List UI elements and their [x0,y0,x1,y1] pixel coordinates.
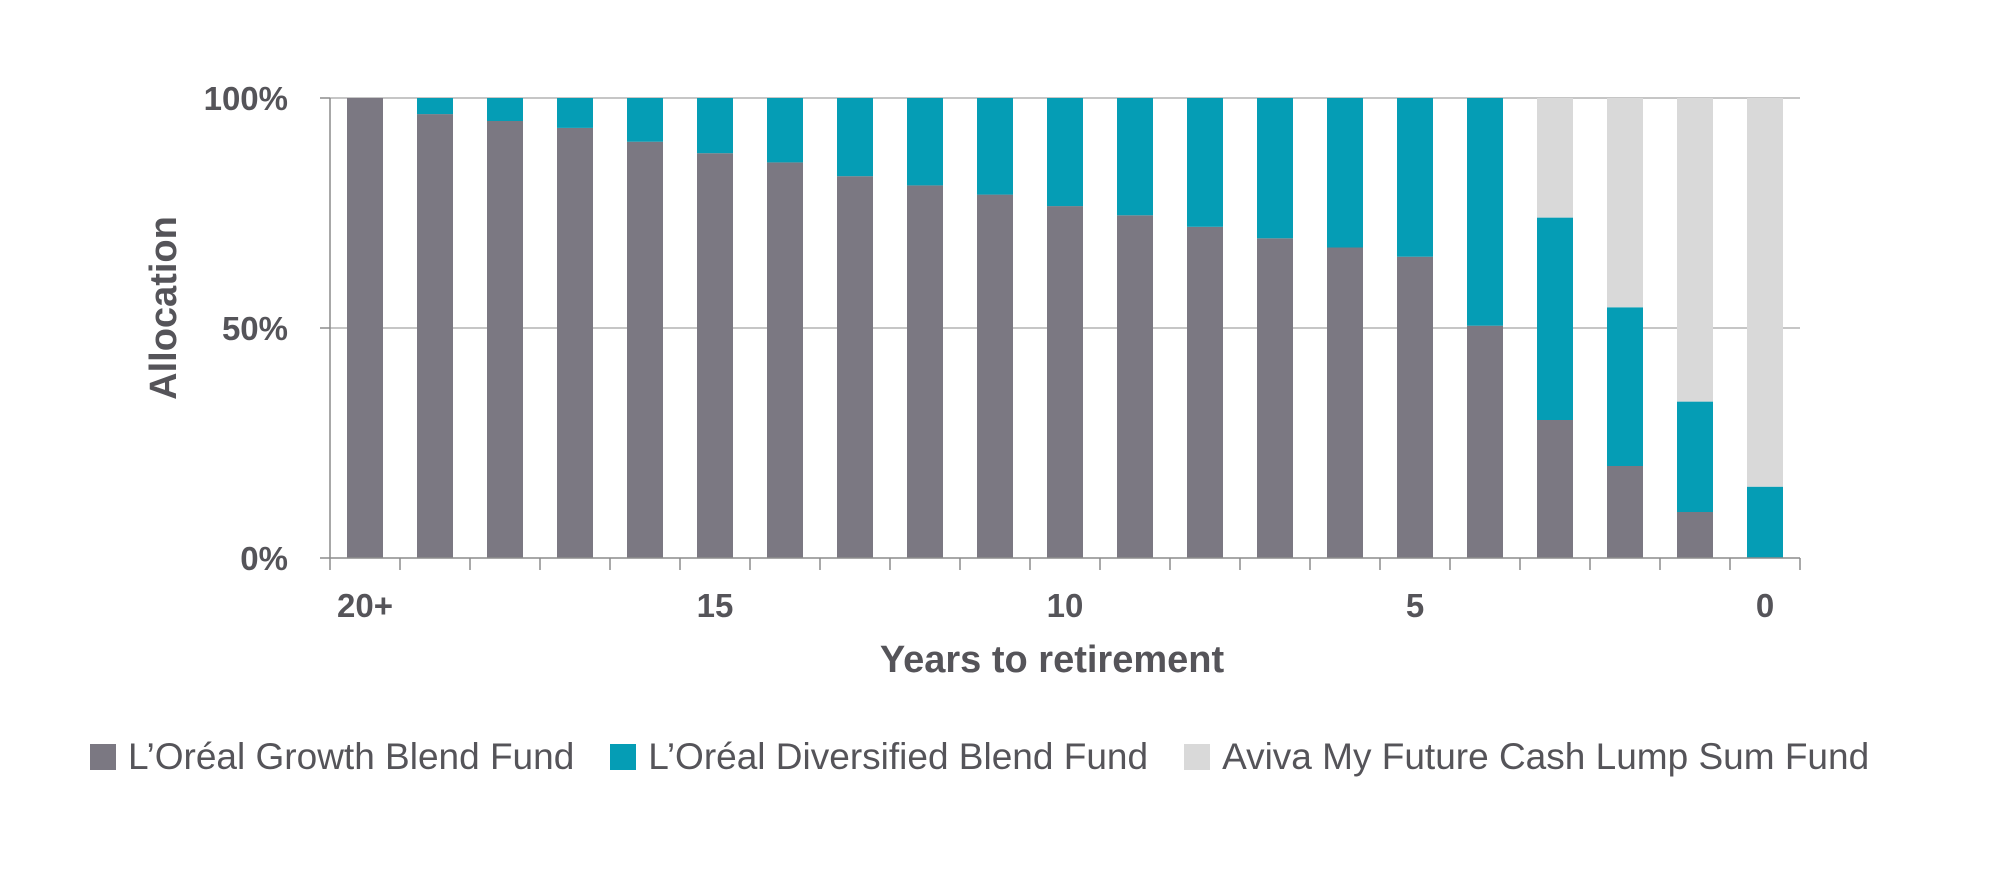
bar-segment [1677,98,1713,402]
bar-segment [837,98,873,177]
legend: L’Oréal Growth Blend Fund L’Oréal Diversi… [90,736,1905,778]
bar-segment [347,98,383,558]
bar-segment [977,194,1013,558]
legend-item: L’Oréal Growth Blend Fund [90,736,574,778]
y-tick-label: 50% [222,310,288,347]
bar-segment [557,98,593,128]
bar-segment [907,98,943,186]
legend-item: Aviva My Future Cash Lump Sum Fund [1184,736,1869,778]
bar-segment [1397,256,1433,558]
bar-segment [487,121,523,558]
bar-segment [557,127,593,559]
legend-swatch [90,744,116,770]
bar-segment [1117,98,1153,216]
bar-segment [417,114,453,558]
bar-segment [1747,98,1783,487]
legend-label: Aviva My Future Cash Lump Sum Fund [1222,736,1870,777]
bar-segment [907,185,943,558]
bar-segment [1607,98,1643,308]
bar-segment [1047,206,1083,558]
bar-segment [1397,98,1433,257]
bar-segment [1047,98,1083,207]
bar-segment [1537,98,1573,218]
bar-segment [1537,217,1573,420]
x-tick-label: 10 [1047,587,1084,624]
x-axis-title: Years to retirement [880,639,1225,681]
bar-segment [1187,98,1223,227]
bar-segment [1747,486,1783,558]
x-tick-label: 15 [697,587,734,624]
bar-segment [417,98,453,115]
legend-label: L’Oréal Growth Blend Fund [128,736,575,777]
legend-item: L’Oréal Diversified Blend Fund [610,736,1148,778]
bar-segment [767,98,803,163]
legend-swatch [610,744,637,770]
bar-segment [1257,238,1293,559]
bar-segment [767,162,803,558]
bar-segment [1607,466,1643,558]
axes [320,97,1801,570]
bar-segment [1677,512,1713,558]
bar-segment [1607,307,1643,466]
bar-segment [1327,98,1363,248]
bars [347,98,1783,559]
bar-segment [1257,98,1293,239]
bar-segment [1327,247,1363,558]
bar-segment [1677,401,1713,512]
bar-segment [1467,98,1503,326]
y-tick-label: 100% [204,80,288,117]
bar-segment [1537,420,1573,558]
y-tick-label: 0% [240,540,288,577]
bar-segment [627,98,663,142]
x-tick-labels: 20+ 15 10 5 0 [337,587,1774,624]
bar-segment [697,153,733,558]
y-tick-labels: 0% 50% 100% [204,80,288,577]
x-tick-label: 20+ [337,587,393,624]
legend-swatch [1184,744,1211,770]
legend-label: L’Oréal Diversified Blend Fund [648,736,1149,777]
bar-segment [627,141,663,558]
bar-segment [977,98,1013,195]
bar-segment [1187,226,1223,559]
bar-segment [837,176,873,558]
y-axis-title: Allocation [143,216,185,400]
bar-segment [487,98,523,121]
bar-segment [1467,325,1503,558]
bar-segment [697,98,733,154]
x-tick-label: 5 [1406,587,1424,624]
bar-segment [1117,215,1153,559]
x-tick-label: 0 [1756,587,1774,624]
